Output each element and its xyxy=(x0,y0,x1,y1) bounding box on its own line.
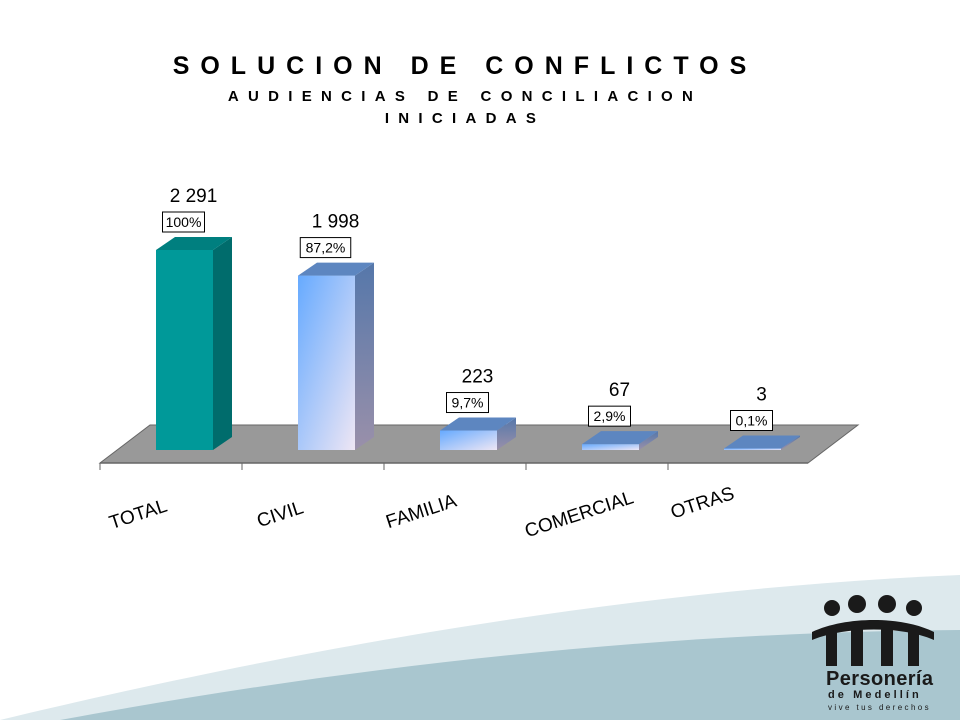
percent-label: 9,7% xyxy=(452,395,484,411)
bar-side xyxy=(639,431,658,450)
percent-label-box xyxy=(162,211,205,233)
bar-otras xyxy=(724,435,800,450)
percent-label-box xyxy=(588,405,631,427)
percent-label-box xyxy=(446,392,489,414)
category-label: CIVIL xyxy=(254,497,306,532)
value-label: 1 998 xyxy=(312,212,360,233)
value-label: 67 xyxy=(609,380,630,401)
personeria-logo xyxy=(812,595,934,666)
bar-side xyxy=(355,262,374,450)
bar-top xyxy=(724,435,800,449)
value-label: 3 xyxy=(756,385,767,406)
bar-civil xyxy=(298,262,374,450)
bar-top xyxy=(582,431,658,445)
percent-label-box xyxy=(730,410,773,431)
bar-familia xyxy=(440,417,516,450)
bar-side xyxy=(213,237,232,450)
bar-top xyxy=(156,237,232,250)
percent-label: 2,9% xyxy=(594,408,626,424)
logo-city: de Medellín xyxy=(828,689,922,701)
bar-front xyxy=(298,275,355,450)
category-label: FAMILIA xyxy=(383,491,459,534)
chart-title: SOLUCION DE CONFLICTOS xyxy=(172,52,758,80)
bar-front xyxy=(440,430,497,450)
background-wave-dark xyxy=(60,630,960,720)
logo-name: Personería xyxy=(826,668,934,690)
bar-front xyxy=(156,250,213,450)
percent-label: 87,2% xyxy=(306,240,346,256)
bar-front xyxy=(724,448,781,450)
chart-subtitle-line2: INICIADAS xyxy=(384,110,546,127)
percent-label: 100% xyxy=(166,214,202,230)
category-label: OTRAS xyxy=(668,483,737,523)
bar-top xyxy=(440,417,516,431)
bar-total xyxy=(156,237,232,450)
value-label: 2 291 xyxy=(170,186,218,207)
bar-top xyxy=(298,262,374,276)
bar-comercial xyxy=(582,431,658,450)
percent-label: 0,1% xyxy=(736,413,768,429)
chart-subtitle: AUDIENCIAS DE CONCILIACION xyxy=(227,88,703,105)
value-label: 223 xyxy=(462,367,494,388)
category-label: COMERCIAL xyxy=(522,487,636,542)
bar-side xyxy=(781,435,800,450)
bar-side xyxy=(497,417,516,450)
logo-slogan: vive tus derechos xyxy=(828,703,932,712)
bar-front xyxy=(582,444,639,450)
category-label: TOTAL xyxy=(107,496,170,534)
percent-label-box xyxy=(299,237,352,259)
